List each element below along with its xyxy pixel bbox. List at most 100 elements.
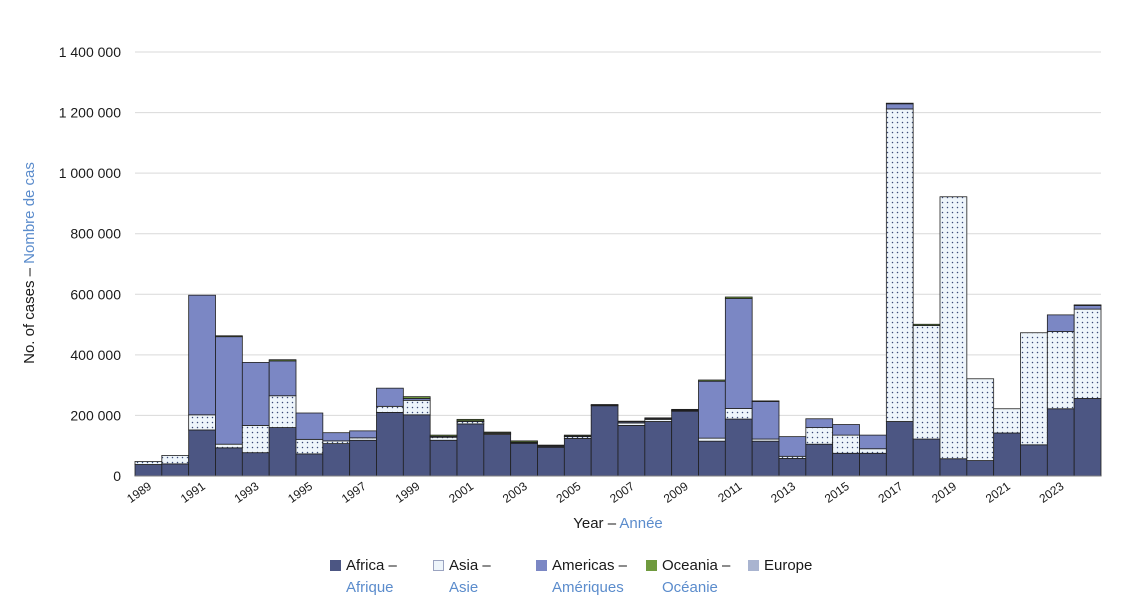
legend-label-americas-en: Americas –: [552, 557, 628, 574]
y-tick-label: 1 400 000: [59, 44, 121, 60]
bar-americas-2023: [1046, 314, 1075, 332]
bar-africa-2015: [832, 452, 860, 477]
y-axis-ticks: 0 200 000 400 000 600 000 800 000 1 000 000 1 …: [59, 44, 122, 484]
bar-africa-2024: [1073, 398, 1102, 477]
bar-americas-2014: [805, 418, 834, 428]
legend-label-oceania-fr: Océanie: [662, 579, 718, 596]
bar-americas-1991: [188, 294, 216, 416]
bar-asia-2011: [724, 408, 753, 420]
bar-africa-2020: [966, 460, 995, 477]
bar-asia-2017: [885, 108, 914, 422]
bar-oceania-2004: [537, 444, 565, 447]
bar-oceania-2008: [644, 417, 673, 419]
bar-oceania-2006: [590, 404, 619, 406]
bar-oceania-1992: [215, 335, 243, 338]
x-axis-ticks: 1989 1991 1993 1995 1997 1999 2001 2003 2005 2007…: [124, 479, 1066, 506]
bar-americas-1995: [295, 412, 324, 440]
legend-swatch-americas: [536, 560, 547, 571]
bar-americas-2012: [751, 401, 780, 440]
bar-oceania-2010: [698, 379, 726, 382]
legend-swatch-asia: [433, 560, 444, 571]
bar-africa-2018: [912, 438, 941, 477]
bar-africa-2007: [617, 425, 646, 477]
bar-africa-2016: [859, 452, 887, 477]
bar-asia-2024: [1073, 308, 1102, 399]
bar-asia-1999: [402, 399, 431, 416]
bar-africa-2021: [993, 432, 1021, 477]
bar-americas-2010: [698, 380, 726, 439]
x-tick-label: 2001: [446, 479, 476, 506]
bar-americas-1992: [215, 336, 243, 445]
chart-svg: 0 200 000 400 000 600 000 800 000 1 000 000 1 …: [21, 44, 1102, 532]
bar-africa-2000: [429, 439, 458, 477]
bar-africa-1995: [295, 453, 324, 477]
bar-oceania-2001: [456, 418, 485, 422]
y-tick-label: 800 000: [70, 226, 121, 242]
x-tick-label: 2013: [768, 479, 798, 506]
bar-asia-2023: [1046, 331, 1075, 410]
bar-africa-1997: [349, 439, 377, 477]
x-tick-label: 1989: [124, 479, 154, 506]
y-tick-label: 1 200 000: [59, 105, 121, 121]
y-tick-label: 0: [113, 468, 121, 484]
bar-africa-1991: [188, 429, 216, 477]
bar-oceania-2011: [724, 296, 753, 299]
bar-africa-2012: [751, 440, 780, 477]
y-tick-label: 200 000: [70, 407, 121, 423]
bar-americas-1997: [349, 430, 377, 439]
x-tick-label: 2009: [661, 479, 691, 506]
bar-africa-2023: [1046, 408, 1075, 477]
bar-oceania-2003: [510, 440, 538, 443]
bars: [134, 102, 1102, 477]
y-tick-label: 400 000: [70, 347, 121, 363]
bar-asia-1991: [188, 414, 216, 431]
bar-oceania-2012: [751, 400, 780, 402]
bar-africa-1992: [215, 447, 243, 477]
x-tick-label: 1999: [393, 479, 423, 506]
bar-asia-2014: [805, 427, 834, 445]
legend-swatch-oceania: [646, 560, 657, 571]
bar-oceania-1994: [268, 359, 297, 362]
bar-africa-1990: [161, 463, 190, 477]
bar-americas-2013: [778, 436, 807, 457]
bar-africa-2022: [1020, 444, 1048, 477]
legend-label-europe: Europe: [764, 557, 813, 574]
y-axis-label-fr: Nombre de cas: [21, 162, 38, 264]
bar-asia-1998: [376, 405, 404, 413]
legend-label-africa-fr: Afrique: [346, 579, 394, 596]
bar-asia-1990: [161, 455, 190, 465]
bar-africa-1993: [241, 452, 270, 477]
bar-asia-2010: [698, 437, 726, 442]
bar-americas-1996: [322, 432, 351, 442]
bar-africa-1989: [134, 464, 163, 477]
bar-africa-2014: [805, 443, 834, 477]
bar-asia-1994: [268, 395, 297, 428]
y-tick-label: 1 000 000: [59, 165, 121, 181]
y-axis-label-en: No. of cases –: [21, 267, 38, 364]
bar-asia-2016: [859, 448, 887, 454]
bar-oceania-2002: [483, 431, 512, 434]
bar-africa-2008: [644, 421, 673, 477]
bar-africa-2001: [456, 423, 485, 477]
x-tick-label: 2003: [500, 479, 530, 506]
bar-americas-2016: [859, 434, 887, 450]
x-tick-label: 2023: [1037, 479, 1067, 506]
bar-asia-1989: [134, 461, 163, 465]
x-tick-label: 1995: [285, 479, 315, 506]
bar-asia-1993: [241, 425, 270, 454]
x-tick-label: 2021: [983, 479, 1013, 506]
bar-africa-2011: [724, 418, 753, 477]
y-axis-label: No. of cases – Nombre de cas: [21, 162, 38, 364]
bar-asia-2022: [1020, 332, 1048, 446]
x-tick-label: 2007: [607, 479, 637, 506]
bar-oceania-2024: [1073, 304, 1102, 306]
bar-asia-2020: [966, 378, 995, 461]
bar-africa-2003: [510, 442, 538, 477]
bar-oceania-2007: [617, 420, 646, 423]
bar-africa-1998: [376, 411, 404, 477]
legend-label-americas-fr: Amériques: [552, 579, 624, 596]
legend-swatch-europe: [748, 560, 759, 571]
gridlines: [135, 51, 1101, 416]
bar-africa-1999: [402, 414, 431, 477]
